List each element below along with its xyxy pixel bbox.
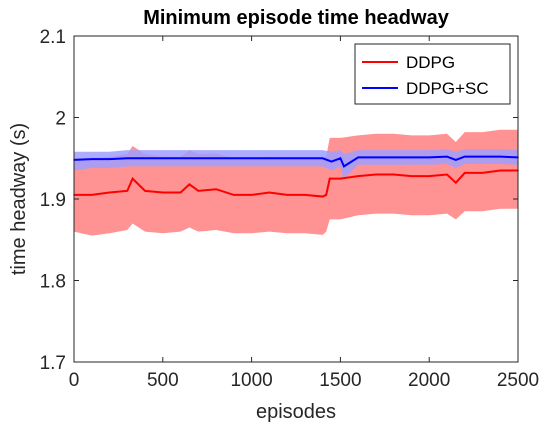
chart-title: Minimum episode time headway (143, 7, 450, 29)
data-point-ddpg (90, 194, 93, 196)
data-point-ddpg-sc (357, 156, 359, 159)
data-point-ddpg-sc (144, 157, 146, 160)
data-point-ddpg-sc (233, 157, 235, 160)
data-point-ddpg (197, 190, 200, 192)
y-tick-label: 1.8 (40, 272, 66, 293)
data-point-ddpg (357, 175, 359, 177)
data-point-ddpg (188, 183, 191, 186)
data-point-ddpg (215, 188, 217, 191)
data-point-ddpg (126, 190, 129, 192)
y-tick-label: 2 (55, 109, 66, 130)
y-axis-title: time headway (s) (8, 123, 30, 275)
data-point-ddpg-sc (428, 156, 431, 159)
data-point-ddpg (499, 169, 502, 172)
data-point-ddpg (179, 191, 182, 194)
data-point-ddpg (304, 194, 306, 196)
data-point-ddpg (481, 172, 484, 174)
data-point-ddpg (392, 173, 395, 176)
data-point-ddpg-sc (108, 158, 111, 160)
data-point-ddpg-sc (268, 157, 271, 160)
x-tick-label: 1000 (230, 370, 272, 391)
data-point-ddpg (446, 173, 448, 176)
data-point-ddpg (325, 194, 327, 196)
y-axis: 1.7 1.8 1.9 2 2.1 (40, 27, 518, 374)
legend: DDPG DDPG+SC (354, 43, 511, 105)
y-tick-label: 1.7 (40, 353, 66, 374)
data-point-ddpg-sc (481, 155, 484, 158)
data-point-ddpg-sc (446, 155, 448, 158)
x-tick-label: 0 (69, 370, 80, 391)
data-point-ddpg-sc (392, 156, 395, 159)
series-lines (73, 155, 519, 198)
data-point-ddpg-sc (286, 157, 288, 160)
data-point-ddpg-sc (499, 155, 502, 158)
data-point-ddpg (455, 181, 457, 184)
data-point-ddpg (233, 194, 235, 196)
data-point-ddpg-sc (250, 157, 253, 160)
x-axis-title: episodes (256, 401, 336, 423)
x-tick-label: 1500 (319, 370, 361, 391)
data-point-ddpg-sc (339, 157, 342, 160)
data-point-ddpg (268, 191, 271, 194)
data-point-ddpg (144, 190, 146, 192)
data-point-ddpg (410, 175, 413, 177)
data-point-ddpg (339, 177, 342, 180)
data-point-ddpg-sc (321, 157, 324, 160)
data-point-ddpg-sc (197, 157, 200, 160)
data-point-ddpg (428, 175, 431, 177)
data-point-ddpg (463, 172, 466, 174)
data-point-ddpg (108, 191, 111, 194)
data-point-ddpg (328, 177, 331, 180)
data-point-ddpg-sc (179, 157, 182, 160)
legend-box (354, 43, 511, 105)
y-tick-label: 2.1 (40, 27, 66, 48)
data-point-ddpg (131, 177, 134, 180)
data-point-ddpg (321, 195, 324, 198)
data-point-ddpg (250, 194, 253, 196)
data-point-ddpg-sc (343, 165, 345, 168)
data-point-ddpg-sc (215, 157, 217, 160)
legend-label-ddpg: DDPG (406, 53, 455, 72)
data-point-ddpg (162, 191, 164, 194)
data-point-ddpg (375, 173, 377, 176)
data-point-ddpg-sc (463, 155, 466, 158)
data-point-ddpg-sc (162, 157, 164, 160)
data-point-ddpg-sc (90, 158, 93, 160)
data-point-ddpg-sc (455, 159, 457, 161)
x-axis: 0 500 1000 1500 2000 2500 (69, 36, 539, 391)
data-point-ddpg-sc (375, 156, 377, 159)
data-point-ddpg (286, 194, 288, 196)
x-tick-label: 2500 (497, 370, 539, 391)
data-point-ddpg-sc (330, 160, 333, 163)
data-point-ddpg-sc (410, 156, 413, 159)
x-tick-label: 500 (147, 370, 179, 391)
data-point-ddpg-sc (304, 157, 306, 160)
legend-label-ddpg-sc: DDPG+SC (406, 79, 489, 98)
x-tick-label: 2000 (408, 370, 450, 391)
y-tick-label: 1.9 (40, 190, 66, 211)
data-point-ddpg-sc (126, 157, 129, 160)
